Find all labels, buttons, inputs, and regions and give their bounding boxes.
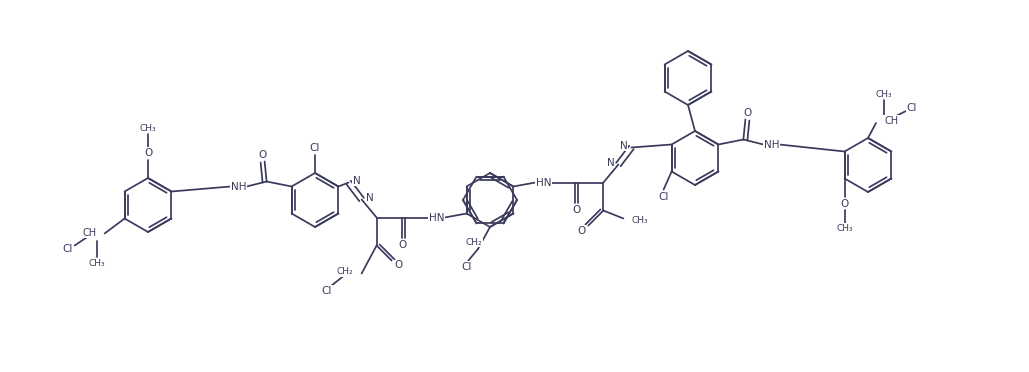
Text: CH₂: CH₂ bbox=[336, 267, 354, 276]
Text: N: N bbox=[353, 176, 360, 186]
Text: CH₃: CH₃ bbox=[88, 259, 105, 268]
Text: Cl: Cl bbox=[659, 192, 669, 202]
Text: HN: HN bbox=[536, 177, 552, 187]
Text: N: N bbox=[619, 141, 628, 151]
Text: CH₃: CH₃ bbox=[876, 90, 892, 99]
Text: O: O bbox=[258, 150, 267, 160]
Text: O: O bbox=[841, 199, 849, 208]
Text: CH: CH bbox=[82, 228, 97, 237]
Text: CH₃: CH₃ bbox=[837, 224, 853, 233]
Text: NH: NH bbox=[230, 182, 246, 192]
Text: N: N bbox=[606, 157, 614, 167]
Text: Cl: Cl bbox=[310, 143, 320, 153]
Text: O: O bbox=[398, 240, 406, 250]
Text: HN: HN bbox=[429, 212, 445, 222]
Text: CH₃: CH₃ bbox=[632, 216, 648, 225]
Text: O: O bbox=[743, 108, 751, 118]
Text: CH₃: CH₃ bbox=[140, 124, 156, 132]
Text: NH: NH bbox=[764, 140, 779, 150]
Text: Cl: Cl bbox=[462, 262, 472, 272]
Text: N: N bbox=[365, 192, 374, 202]
Text: O: O bbox=[144, 148, 152, 158]
Text: O: O bbox=[572, 205, 580, 215]
Text: CH₂: CH₂ bbox=[465, 237, 482, 247]
Text: Cl: Cl bbox=[321, 285, 331, 295]
Text: CH: CH bbox=[884, 116, 898, 126]
Text: O: O bbox=[394, 260, 402, 270]
Text: Cl: Cl bbox=[63, 244, 73, 253]
Text: O: O bbox=[577, 225, 586, 235]
Text: Cl: Cl bbox=[907, 103, 917, 113]
